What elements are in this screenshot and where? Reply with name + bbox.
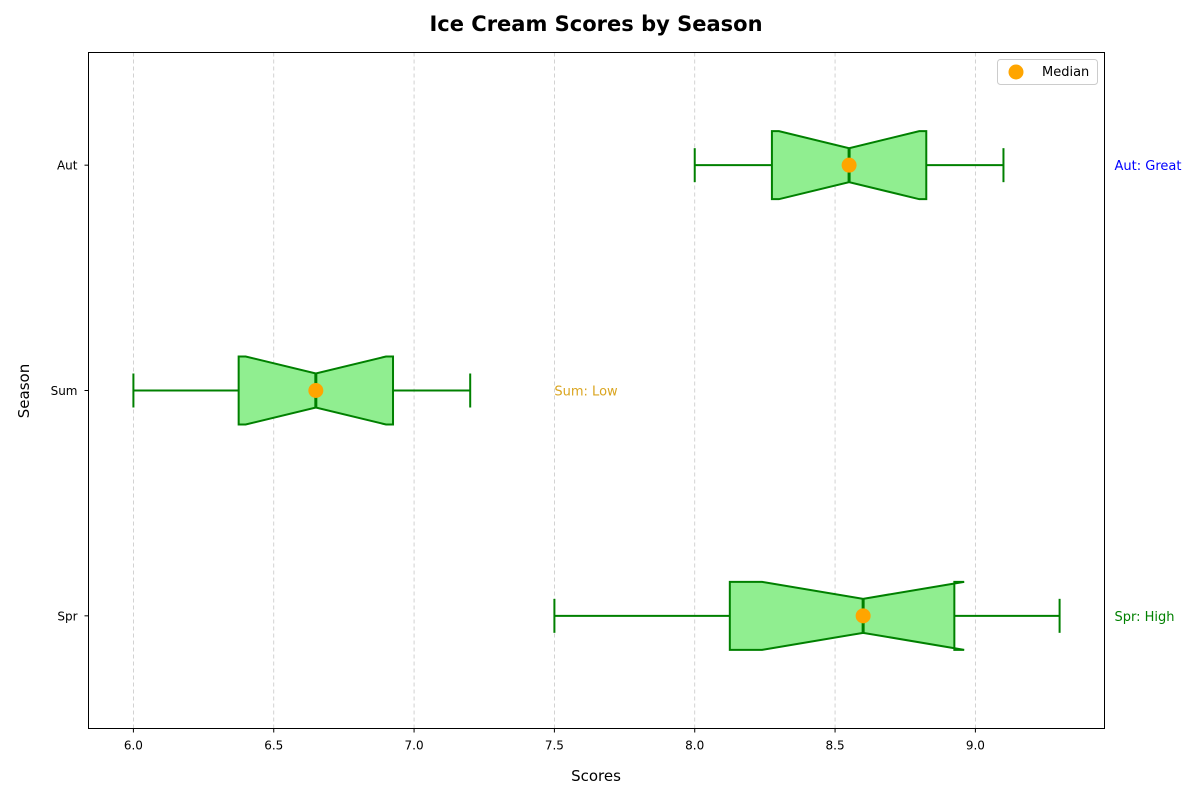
x-tick-label: 8.0 xyxy=(685,739,704,753)
x-tick-label: 7.5 xyxy=(545,739,564,753)
y-axis: Spr Sum Aut xyxy=(51,159,89,623)
box-spr xyxy=(553,580,1061,651)
annotation-aut: Aut: Great xyxy=(1115,159,1182,174)
annotation-spr: Spr: High xyxy=(1115,610,1175,625)
x-axis-label: Scores xyxy=(571,767,621,785)
legend-frame xyxy=(997,59,1098,85)
box-aut xyxy=(693,130,1005,201)
y-tick-label: Sum xyxy=(51,384,78,398)
y-axis-label: Season xyxy=(15,364,33,418)
x-tick-label: 7.0 xyxy=(405,739,424,753)
chart-title: Ice Cream Scores by Season xyxy=(429,12,762,36)
x-tick-label: 6.5 xyxy=(264,739,283,753)
legend-label-median: Median xyxy=(1042,65,1089,80)
legend: Median xyxy=(997,59,1098,85)
y-tick-label: Spr xyxy=(57,609,77,623)
x-axis: 6.0 6.5 7.0 7.5 8.0 8.5 9.0 xyxy=(124,728,985,753)
y-tick-label: Aut xyxy=(57,159,78,173)
legend-marker-median xyxy=(1008,64,1024,80)
annotation-sum: Sum: Low xyxy=(554,385,618,400)
x-tick-label: 9.0 xyxy=(966,739,985,753)
annotations: Aut: Great Sum: Low Spr: High xyxy=(554,159,1181,625)
box-group xyxy=(132,130,1061,651)
x-tick-label: 8.5 xyxy=(826,739,845,753)
x-tick-label: 6.0 xyxy=(124,739,143,753)
median-marker xyxy=(855,608,871,624)
box-body xyxy=(728,580,965,651)
median-marker xyxy=(841,157,857,173)
median-marker xyxy=(308,383,324,398)
box-sum xyxy=(132,355,472,426)
